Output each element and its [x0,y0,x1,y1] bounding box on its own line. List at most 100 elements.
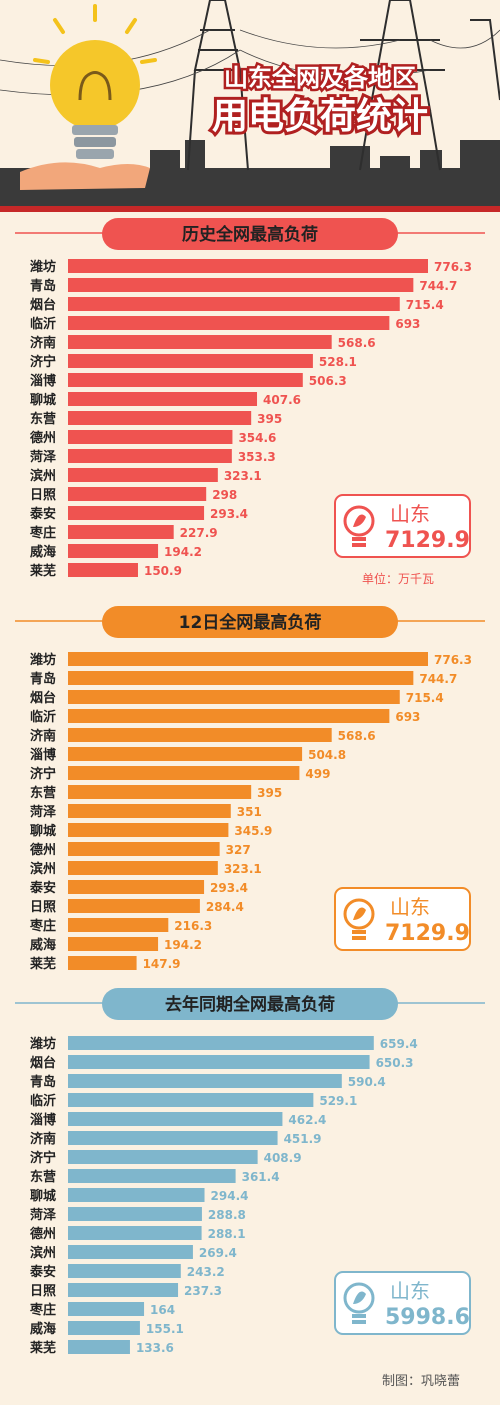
header-banner: 山东全网及各地区 用电负荷统计 [0,0,500,212]
bar [68,1207,202,1221]
lightbulb-leaf-icon [343,505,375,547]
category-label: 日照 [30,1284,56,1299]
footer-credit: 制图：巩晓蕾 [381,1374,460,1389]
data-label: 269.4 [199,1246,237,1260]
category-label: 滨州 [30,1245,56,1261]
category-label: 泰安 [29,506,56,522]
category-label: 青岛 [30,1074,56,1090]
data-label: 284.4 [206,900,244,914]
bar [68,747,303,761]
bar [68,316,390,330]
category-label: 菏泽 [30,1207,57,1223]
data-label: 294.4 [211,1189,249,1203]
bar [68,823,229,837]
data-label: 568.6 [338,729,376,743]
unit-note: 单位：万千瓦 [362,571,434,586]
bar [68,373,303,387]
bar [68,411,252,425]
category-label: 泰安 [29,1264,56,1280]
category-label: 淄博 [30,373,56,389]
total-label: 山东 [390,1279,430,1303]
category-label: 济宁 [30,1150,56,1166]
bar [68,918,169,932]
data-label: 345.9 [234,824,272,838]
category-label: 枣庄 [29,525,56,541]
bar [68,1188,205,1202]
bar [68,1169,236,1183]
bar [68,1340,130,1354]
category-label: 泰安 [29,880,56,896]
data-label: 327 [226,843,251,857]
category-label: 莱芜 [30,1340,56,1356]
data-label: 506.3 [309,374,347,388]
bar [68,1264,181,1278]
category-label: 临沂 [30,1093,56,1109]
bar [68,861,218,875]
bar [68,880,205,894]
bar [68,1321,140,1335]
data-label: 504.8 [308,748,346,762]
bar [68,728,332,742]
bar [68,1036,374,1050]
category-label: 济宁 [30,766,56,782]
bar [68,1093,314,1107]
data-label: 408.9 [264,1151,302,1165]
category-label: 烟台 [30,1055,56,1071]
data-label: 529.1 [319,1094,357,1108]
data-label: 590.4 [348,1075,386,1089]
bar [68,487,207,501]
data-label: 150.9 [144,564,182,578]
data-label: 164 [150,1303,175,1317]
bar [68,468,218,482]
bar [68,1074,342,1088]
bar [68,506,205,520]
category-label: 青岛 [30,671,56,687]
bar [68,278,414,292]
category-label: 东营 [30,785,56,801]
data-label: 650.3 [376,1056,414,1070]
total-value: 5998.6 [385,1305,470,1330]
category-label: 济南 [30,728,56,744]
data-label: 462.4 [288,1113,326,1127]
category-label: 德州 [30,842,56,858]
data-label: 293.4 [210,881,248,895]
bar [68,804,231,818]
data-label: 744.7 [419,672,457,686]
data-label: 323.1 [224,862,262,876]
data-label: 499 [305,767,330,781]
data-label: 776.3 [434,260,472,274]
data-label: 395 [257,786,282,800]
data-label: 227.9 [180,526,218,540]
data-label: 659.4 [380,1037,418,1051]
bar [68,1283,179,1297]
data-label: 194.2 [164,545,202,559]
data-label: 715.4 [406,298,444,312]
category-label: 淄博 [30,1112,56,1128]
data-label: 451.9 [284,1132,322,1146]
data-label: 528.1 [319,355,357,369]
category-label: 威海 [30,937,56,953]
bar [68,259,428,273]
category-label: 聊城 [30,392,56,408]
bar [68,785,252,799]
category-label: 威海 [30,1321,56,1337]
bar [68,1112,283,1126]
bar [68,1055,370,1069]
category-label: 聊城 [30,1188,56,1204]
data-label: 155.1 [146,1322,184,1336]
data-label: 288.8 [208,1208,246,1222]
category-label: 日照 [30,488,56,503]
pylon-icon [187,0,500,171]
category-label: 潍坊 [30,259,56,275]
bar [68,766,300,780]
bar [68,563,138,577]
bar [68,652,428,666]
category-label: 德州 [30,430,56,446]
data-label: 361.4 [242,1170,280,1184]
category-label: 聊城 [30,823,56,839]
bar [68,671,414,685]
category-label: 济宁 [30,354,56,370]
category-label: 莱芜 [30,956,56,972]
